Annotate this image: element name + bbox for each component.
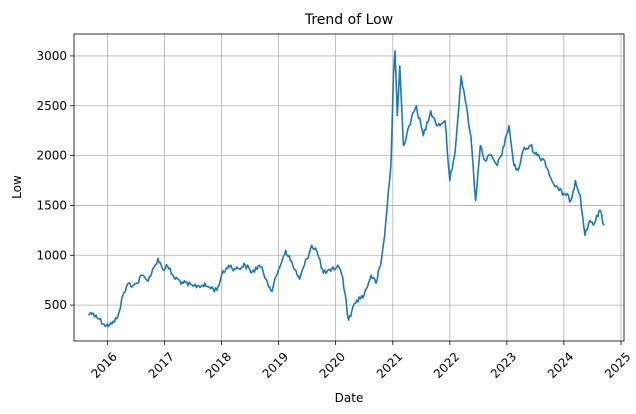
x-tick-label: 2024 (545, 350, 576, 381)
x-tick-label: 2017 (146, 350, 177, 381)
series-line (87, 50, 605, 328)
x-tick-label: 2022 (431, 350, 462, 381)
chart-title: Trend of Low (304, 12, 393, 28)
x-tick-label: 2023 (488, 350, 519, 381)
x-axis-label: Date (335, 391, 364, 405)
y-tick-label: 500 (44, 298, 67, 312)
series-layer (87, 50, 605, 328)
y-tick-label: 1500 (36, 198, 67, 212)
plot-frame (73, 33, 625, 342)
x-tick-label: 2020 (317, 350, 348, 381)
y-tick-label: 2000 (36, 149, 67, 163)
grid-layer (74, 34, 624, 341)
x-tick-label: 2018 (203, 350, 234, 381)
tick-layer: 500 1000 1500 2000 2500 3000 2016 2017 2018 2019 2… (36, 49, 633, 381)
y-tick-label: 2500 (36, 99, 67, 113)
y-tick-label: 3000 (36, 49, 67, 63)
x-tick-label: 2016 (88, 350, 119, 381)
y-axis-label: Low (10, 175, 24, 199)
x-tick-label: 2025 (602, 350, 633, 381)
x-tick-label: 2019 (260, 350, 291, 381)
y-tick-label: 1000 (36, 248, 67, 262)
x-tick-label: 2021 (374, 350, 405, 381)
